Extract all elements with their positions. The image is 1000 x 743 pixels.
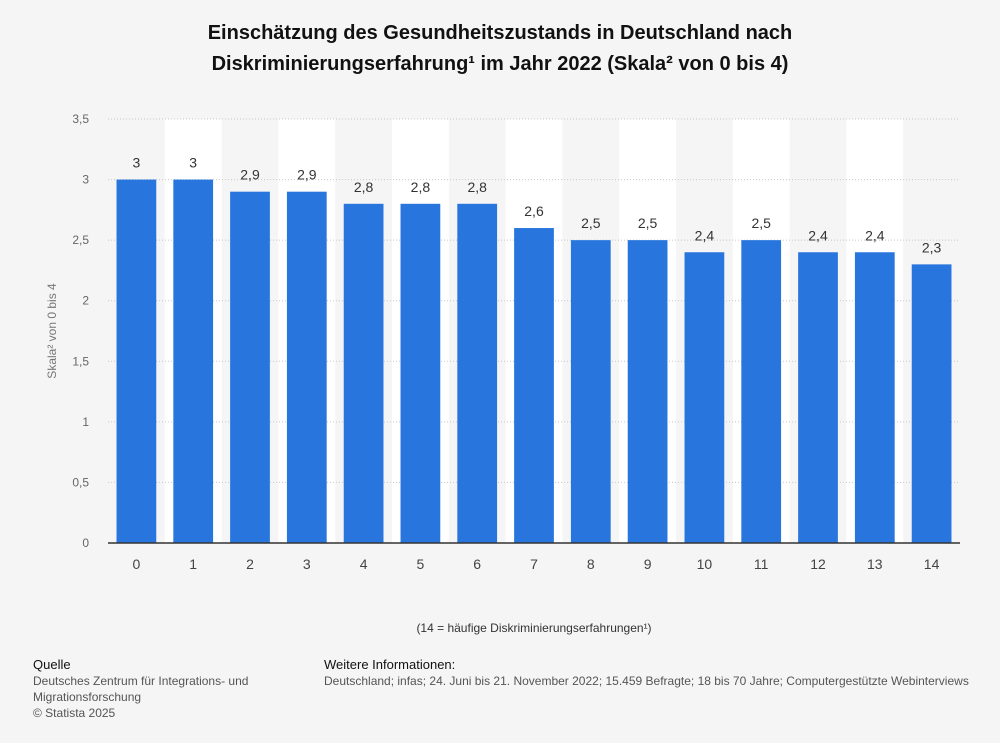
info-block: Weitere Informationen: Deutschland; infa…	[324, 657, 1000, 689]
x-tick-label: 9	[644, 556, 652, 572]
x-tick-label: 0	[133, 556, 141, 572]
data-label: 2,8	[467, 179, 487, 195]
copyright: © Statista 2025	[33, 706, 116, 720]
bar-chart: 0 0,5 1 1,5 2 2,5 3 3,5 3 3 2,9 2,9 2,8 2,8 2,8 2,6 2,5…	[45, 112, 960, 635]
x-tick-label: 11	[754, 556, 769, 572]
bar-11	[741, 240, 782, 543]
bar-1	[173, 179, 214, 544]
x-tick-label: 1	[189, 556, 197, 572]
bar-9	[627, 240, 668, 543]
source-heading: Quelle	[33, 657, 71, 672]
bar-14	[911, 264, 952, 543]
x-tick-label: 13	[867, 556, 883, 572]
info-heading: Weitere Informationen:	[324, 657, 456, 672]
y-tick-label: 0,5	[72, 475, 89, 489]
bar-6	[457, 203, 498, 544]
x-tick-label: 5	[417, 556, 425, 572]
x-tick-label: 6	[473, 556, 481, 572]
x-tick-label: 3	[303, 556, 311, 572]
bars	[116, 179, 952, 544]
data-label: 2,5	[581, 215, 601, 231]
data-label: 2,9	[297, 167, 317, 183]
bar-0	[116, 179, 157, 544]
y-tick-label: 0	[82, 536, 89, 550]
bar-5	[400, 203, 441, 544]
y-tick-label: 1	[82, 415, 89, 429]
data-label: 2,3	[922, 239, 942, 255]
data-label: 2,8	[411, 179, 431, 195]
data-label: 2,8	[354, 179, 374, 195]
x-tick-label: 12	[810, 556, 826, 572]
bar-13	[854, 252, 895, 543]
data-label: 2,4	[865, 227, 885, 243]
info-text: Deutschland; infas; 24. Juni bis 21. Nov…	[324, 674, 969, 688]
y-tick-label: 3	[82, 173, 89, 187]
data-label: 2,5	[751, 215, 771, 231]
x-tick-label: 8	[587, 556, 595, 572]
data-label: 2,9	[240, 167, 260, 183]
bar-7	[514, 228, 554, 543]
data-labels: 3 3 2,9 2,9 2,8 2,8 2,8 2,6 2,5 2,5 2,4 2,5 2,4 2,4 2,…	[133, 155, 942, 256]
y-tick-label: 2,5	[72, 233, 89, 247]
x-tick-label: 10	[697, 556, 713, 572]
data-label: 2,5	[638, 215, 658, 231]
data-label: 2,4	[695, 227, 715, 243]
x-axis-label: (14 = häufige Diskriminierungserfahrunge…	[416, 621, 651, 635]
source-block: Quelle Deutsches Zentrum für Integration…	[33, 657, 248, 721]
x-tick-label: 7	[530, 556, 538, 572]
chart-title: Einschätzung des Gesundheitszustands in …	[0, 18, 1000, 80]
x-tick-label: 4	[360, 556, 368, 572]
y-tick-label: 1,5	[72, 354, 89, 368]
x-tick-label: 14	[924, 556, 940, 572]
bar-10	[684, 252, 725, 543]
bar-12	[798, 252, 838, 543]
y-tick-label: 2	[82, 294, 89, 308]
data-label: 3	[133, 155, 141, 171]
bar-3	[286, 191, 327, 543]
y-tick-label: 3,5	[72, 112, 89, 126]
chart-title-line-2: Diskriminierungserfahrung¹ im Jahr 2022 …	[211, 53, 789, 75]
bar-2	[230, 191, 270, 543]
x-tick-label: 2	[246, 556, 254, 572]
source-line-2: Migrationsforschung	[33, 690, 142, 704]
source-line-1: Deutsches Zentrum für Integrations- und	[33, 674, 249, 688]
y-axis-label: Skala² von 0 bis 4	[45, 283, 59, 379]
data-label: 3	[189, 155, 197, 171]
bar-4	[343, 203, 384, 544]
data-label: 2,6	[524, 203, 544, 219]
y-axis-ticks: 0 0,5 1 1,5 2 2,5 3 3,5	[72, 112, 89, 550]
x-axis-ticks: 0 1 2 3 4 5 6 7 8 9 10 11 12 13 14	[133, 556, 940, 572]
bar-8	[570, 240, 611, 543]
data-label: 2,4	[808, 227, 828, 243]
chart-title-line-1: Einschätzung des Gesundheitszustands in …	[207, 22, 793, 44]
